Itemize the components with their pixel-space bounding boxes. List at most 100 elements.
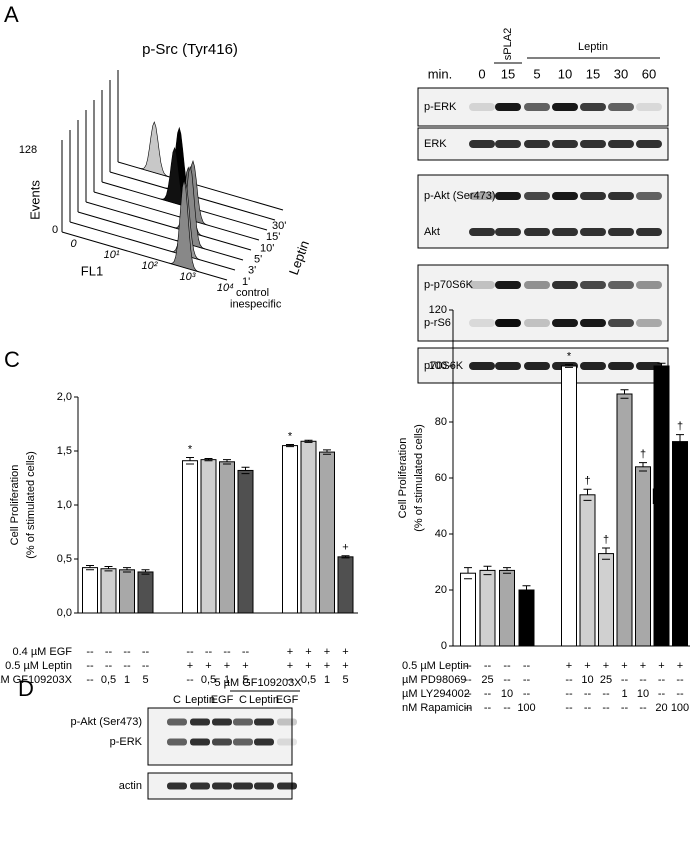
bar [479,569,496,647]
y-tick-label: 0 [441,640,447,652]
error-bar [565,364,573,368]
band [608,103,634,111]
band [580,192,606,200]
bar [653,365,670,647]
condition-label: nM Rapamicin [402,702,472,714]
blot-label: p-ERK [110,736,143,748]
band [580,103,606,111]
blot-frame [417,174,669,249]
bar [182,460,198,614]
condition-value: + [342,660,348,672]
condition-value: + [305,646,311,658]
bar [672,441,688,647]
error-bar [657,362,666,370]
band [552,192,578,200]
band [636,103,662,111]
bar [499,569,515,647]
lane-label: EGF [276,694,299,706]
condition-value: -- [464,674,472,686]
band [233,782,253,790]
error-bar [104,566,113,572]
time-unit: min. [428,66,453,81]
condition-value: + [566,660,572,672]
blot-label: p-rS6 [424,317,451,329]
flow-plane-base [61,231,228,281]
error-bar [241,466,250,475]
condition-value: -- [142,660,150,672]
condition-value: 100 [517,702,535,714]
band [167,718,187,726]
condition-value: + [324,646,330,658]
band [636,319,662,327]
condition-value: + [287,660,293,672]
lane-label: 30 [614,66,628,81]
band [277,782,297,790]
band [580,228,606,236]
significance-marker: † [677,421,683,433]
y-tick-label: 40 [435,528,447,540]
band [469,362,495,370]
lane-label: 60 [642,66,656,81]
condition-value: + [658,660,664,672]
y-tick-label: 1,5 [57,445,72,457]
bar [337,556,354,614]
significance-marker: † [603,534,609,546]
condition-value: -- [503,702,511,714]
condition-value: 5 [242,674,248,686]
condition-value: + [603,660,609,672]
lane-label: 15 [586,66,600,81]
condition-value: -- [676,688,684,700]
depth-label: inespecific [230,298,282,310]
band [212,718,232,726]
error-bar [323,449,331,455]
error-bar [483,565,492,576]
depth-label: 3' [248,265,256,277]
condition-value: 1 [324,674,330,686]
error-bar [464,567,472,580]
band [608,228,634,236]
depth-label: 10' [260,242,274,254]
condition-value: -- [503,660,511,672]
condition-value: 5 [142,674,148,686]
x-tick-label: 0 [71,238,78,250]
condition-value: 1 [621,688,627,700]
band [636,192,662,200]
band [212,782,232,790]
significance-marker: * [567,351,572,363]
condition-value: + [287,646,293,658]
condition-label: 0.5 µM Leptin [402,660,469,672]
condition-value: 25 [481,674,493,686]
band [167,738,187,746]
error-bar [223,459,231,465]
depth-label: 5' [254,254,262,266]
y-min-label: 0 [52,224,58,236]
condition-value: -- [602,688,610,700]
error-bar [141,569,150,575]
y-tick-label: 80 [435,416,447,428]
blot-label: p70S6K [424,360,464,372]
band [277,718,297,726]
condition-value: + [621,660,627,672]
x-tick-label: 10¹ [104,249,120,261]
bar [616,393,633,647]
x-tick-label: 10⁴ [217,282,234,294]
y-axis-label: Cell Proliferation [397,438,409,519]
condition-value: -- [658,674,666,686]
band [469,140,495,148]
condition-label: µM LY294002 [402,688,470,700]
band [636,281,662,289]
band [254,718,274,726]
bar [237,469,254,614]
bar [137,571,154,614]
depth-label: control [236,287,269,299]
error-bar [602,547,610,560]
condition-value: -- [503,674,511,686]
band [524,281,550,289]
bar [518,589,535,647]
condition-value: -- [242,646,250,658]
bar [300,440,317,614]
bar [460,572,476,647]
y-tick-label: 0,5 [57,553,72,565]
condition-value: -- [676,674,684,686]
bar [635,466,651,647]
